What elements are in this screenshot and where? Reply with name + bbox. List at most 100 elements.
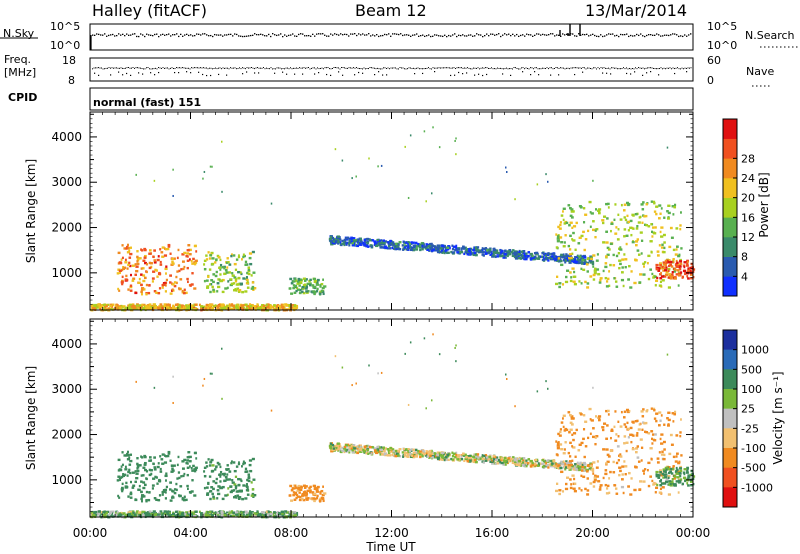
velocity-echo [580,441,584,445]
freq-sample [615,67,617,69]
noise-sample [162,33,164,35]
velocity-echo [455,453,458,457]
power-echo [377,165,379,168]
velocity-echo [126,452,129,456]
power-echo [227,260,230,264]
noise-sample [494,34,496,36]
freq-sample [287,67,288,69]
freq-sample [609,68,611,70]
power-echo [159,260,162,264]
freq-sample [458,67,459,69]
velocity-echo [142,466,146,469]
power-echo [312,277,317,281]
velocity-echo [185,511,189,514]
velocity-echo [117,513,120,517]
velocity-echo [212,512,215,516]
power-echo [169,252,172,255]
power-echo [586,270,589,273]
power-echo [193,244,197,248]
velocity-echo [523,459,527,462]
power-echo [140,306,143,309]
power-echo [398,241,402,244]
velocity-echo [608,477,611,480]
noise-sample [124,35,126,37]
power-echo [298,284,301,287]
power-echo [376,238,380,242]
power-echo [230,282,234,286]
power-echo [263,305,266,309]
velocity-echo [384,447,388,450]
power-echo [595,259,599,262]
velocity-echo [405,451,408,455]
power-echo [228,263,232,266]
power-echo [133,306,137,309]
power-echo [460,248,463,251]
velocity-echo [244,497,248,500]
freq-sample [245,68,246,70]
velocity-echo [382,453,386,456]
power-echo [579,206,583,209]
velocity-echo [299,495,302,499]
power-echo [184,306,187,309]
power-echo [151,277,155,280]
noise-sample [288,34,290,37]
noise-sample [632,35,634,37]
velocity-echo [228,478,231,481]
power-echo [556,237,560,240]
power-echo [446,246,450,249]
power-echo [351,242,354,245]
freq-sample [249,67,251,69]
velocity-echo [287,515,290,518]
power-echo [157,255,160,258]
velocity-echo [376,445,380,449]
velocity-echo [134,470,137,473]
power-echo [210,251,214,255]
velocity-echo [371,446,375,449]
freq-sample [371,67,372,69]
freq-sample [657,68,659,70]
noise-sample [292,33,294,35]
freq-sample [395,67,396,69]
freq-sample [93,67,95,69]
power-echo [382,246,386,249]
freq-sample [660,67,662,69]
power-echo [438,146,441,149]
power-echo [232,254,236,257]
power-echo [190,259,193,263]
velocity-echo [138,514,141,517]
power-echo [665,270,669,274]
velocity-echo [621,473,624,476]
power-echo [135,304,138,307]
power-echo [627,220,631,224]
freq-sample [429,68,431,70]
nave-sample [450,74,452,77]
freq-sample [162,67,164,69]
freq-sample [600,67,602,69]
colorbar-segment [723,119,737,139]
power-echo [558,227,562,230]
power-echo [229,278,233,281]
power-echo [669,277,673,280]
power-echo [111,303,115,306]
power-echo [260,307,264,310]
velocity-echo [574,463,577,466]
velocity-echo [330,450,334,453]
noise-sample [410,35,412,38]
velocity-echo [148,459,152,462]
y-tick-label: 2000 [51,221,82,235]
power-echo [407,196,410,199]
power-echo [211,303,214,306]
power-echo [142,288,146,291]
power-echo [289,287,292,290]
velocity-echo [148,491,151,494]
freq-sample [258,67,260,69]
power-echo [186,307,189,311]
power-echo [605,230,609,233]
power-echo [592,254,596,257]
power-echo [597,273,601,276]
power-echo [172,305,175,309]
velocity-echo [555,482,559,486]
noise-sample [404,34,406,36]
velocity-echo [578,462,582,466]
